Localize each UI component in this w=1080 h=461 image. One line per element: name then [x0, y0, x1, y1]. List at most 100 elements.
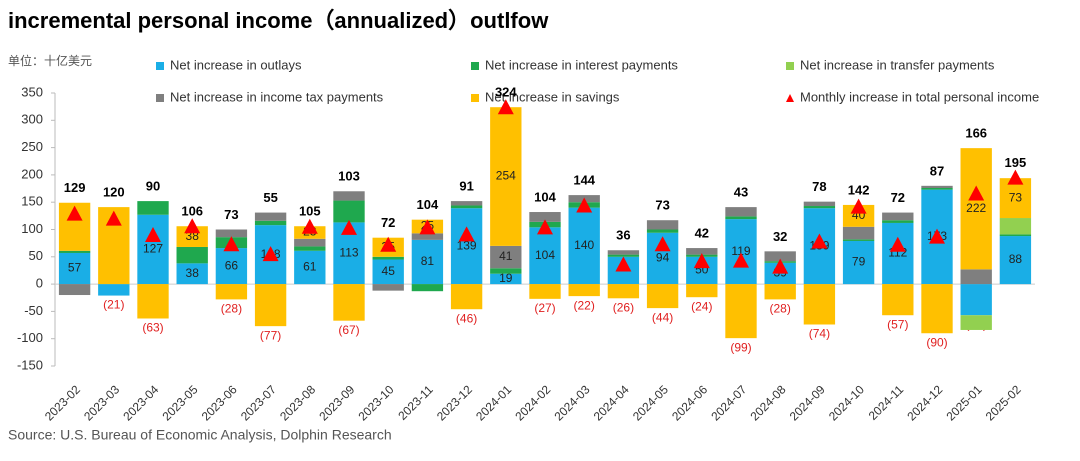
bar-segment — [725, 216, 757, 220]
bar-segment — [607, 284, 640, 299]
data-label: (46) — [456, 311, 477, 325]
bar-segment — [450, 284, 483, 310]
marker — [301, 218, 318, 234]
bar-segment — [999, 218, 1032, 235]
bar-segment — [960, 269, 992, 285]
data-label: 113 — [339, 245, 358, 259]
total-label: 73 — [224, 207, 238, 222]
marker — [733, 252, 749, 268]
marker — [380, 236, 397, 252]
y-tick-label: 150 — [21, 194, 43, 209]
bar-segment — [58, 284, 91, 296]
marker — [576, 197, 593, 213]
total-label: 104 — [417, 197, 439, 212]
x-tick-label: 2024-04 — [591, 382, 632, 423]
bar-segment — [58, 252, 91, 285]
bar-segment — [803, 284, 836, 325]
data-label: 127 — [143, 242, 163, 256]
data-label: (21) — [103, 298, 124, 312]
legend-swatch — [156, 94, 164, 102]
bar-segment — [98, 284, 130, 296]
x-tick-label: 2023-07 — [238, 382, 279, 423]
legend-swatch — [471, 94, 479, 102]
bar-segment — [842, 226, 875, 240]
bar-segment — [176, 246, 208, 264]
bar-segment — [999, 236, 1032, 285]
marker — [929, 228, 945, 244]
bar-segment — [137, 214, 169, 285]
marker — [262, 246, 279, 262]
data-label: (44) — [652, 310, 673, 324]
bar-segment — [294, 250, 326, 285]
data-label: 38 — [186, 266, 200, 280]
chart-title: incremental personal income（annualized）o… — [8, 8, 549, 33]
x-tick-label: 2024-10 — [826, 382, 867, 423]
data-label: (28) — [770, 302, 791, 316]
bar-segment — [725, 219, 757, 285]
total-label: 72 — [381, 215, 395, 230]
total-label: 166 — [965, 126, 987, 141]
bar-segment — [842, 239, 875, 241]
unit-label: 单位：十亿美元 — [8, 53, 92, 68]
bar-segment — [254, 212, 287, 221]
total-label: 36 — [616, 228, 630, 243]
bar-segment — [999, 178, 1032, 219]
bar-segment — [333, 200, 365, 223]
x-tick-label: 2023-12 — [434, 382, 475, 423]
marker — [341, 219, 357, 235]
marker — [889, 236, 906, 252]
x-tick-label: 2023-06 — [199, 382, 240, 423]
legend-label: Net increase in interest payments — [485, 57, 678, 72]
marker — [772, 258, 789, 274]
total-label: 55 — [263, 190, 277, 205]
bar-segment — [411, 233, 444, 240]
bar-segment — [176, 263, 208, 285]
data-label: 222 — [966, 201, 986, 215]
bar-segment — [490, 273, 522, 285]
total-label: 103 — [338, 169, 360, 184]
bar-segment — [686, 284, 718, 298]
bar-segment — [372, 284, 404, 291]
bar-segment — [921, 188, 953, 190]
data-label: 41 — [499, 249, 513, 263]
x-tick-label: 2023-04 — [120, 382, 161, 423]
legend-swatch — [156, 62, 164, 70]
data-label: (63) — [142, 321, 163, 335]
bar-segment — [842, 204, 875, 227]
marker — [615, 256, 632, 272]
data-label: 73 — [1009, 190, 1023, 204]
bar-segment — [450, 201, 483, 206]
total-label: 32 — [773, 229, 787, 244]
bar-segment — [725, 207, 757, 217]
legend-swatch — [471, 62, 479, 70]
x-tick-label: 2023-09 — [316, 382, 357, 423]
x-tick-label: 2024-05 — [630, 382, 671, 423]
total-label: 324 — [495, 85, 517, 100]
bar-segment — [764, 251, 796, 262]
data-label: (74) — [809, 327, 830, 341]
bar-segment — [215, 248, 248, 285]
bar-segment — [646, 284, 679, 309]
y-tick-label: -150 — [17, 357, 43, 372]
bar-segment — [372, 256, 404, 260]
source: Source: U.S. Bureau of Economic Analysis… — [8, 427, 392, 443]
total-label: 129 — [64, 180, 86, 195]
y-tick-label: 300 — [21, 112, 43, 127]
bar-segment — [215, 284, 248, 300]
bar-segment — [490, 268, 522, 274]
total-label: 78 — [812, 179, 826, 194]
data-label: (28) — [221, 302, 242, 316]
bar-segment — [529, 284, 561, 299]
total-label: 105 — [299, 204, 321, 219]
data-label: 66 — [225, 258, 239, 272]
total-label: 73 — [655, 198, 669, 213]
bar-segment — [999, 234, 1032, 237]
y-tick-label: 0 — [36, 276, 43, 291]
bar-segment — [725, 284, 757, 339]
data-label: 94 — [656, 251, 670, 265]
data-label: 254 — [496, 169, 516, 183]
x-tick-label: 2024-08 — [748, 382, 789, 423]
x-tick-label: 2025-01 — [944, 382, 985, 423]
bar-segment — [215, 229, 248, 238]
data-label: 45 — [382, 264, 396, 278]
